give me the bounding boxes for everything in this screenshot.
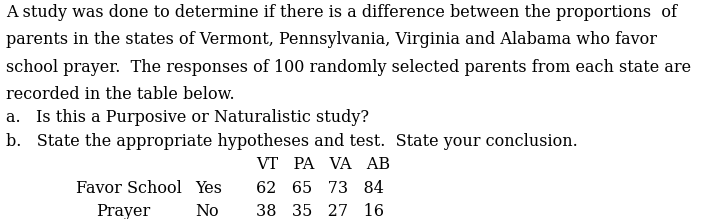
Text: recorded in the table below.: recorded in the table below. — [6, 86, 234, 103]
Text: Yes: Yes — [195, 180, 222, 197]
Text: parents in the states of Vermont, Pennsylvania, Virginia and Alabama who favor: parents in the states of Vermont, Pennsy… — [6, 31, 657, 48]
Text: school prayer.  The responses of 100 randomly selected parents from each state a: school prayer. The responses of 100 rand… — [6, 58, 691, 76]
Text: 38   35   27   16: 38 35 27 16 — [256, 203, 384, 219]
Text: 62   65   73   84: 62 65 73 84 — [256, 180, 384, 197]
Text: b.   State the appropriate hypotheses and test.  State your conclusion.: b. State the appropriate hypotheses and … — [6, 133, 578, 150]
Text: VT   PA   VA   AB: VT PA VA AB — [256, 156, 390, 173]
Text: Prayer: Prayer — [96, 203, 151, 219]
Text: a.   Is this a Purposive or Naturalistic study?: a. Is this a Purposive or Naturalistic s… — [6, 109, 369, 126]
Text: A study was done to determine if there is a difference between the proportions  : A study was done to determine if there i… — [6, 4, 677, 21]
Text: No: No — [195, 203, 219, 219]
Text: Favor School: Favor School — [76, 180, 181, 197]
